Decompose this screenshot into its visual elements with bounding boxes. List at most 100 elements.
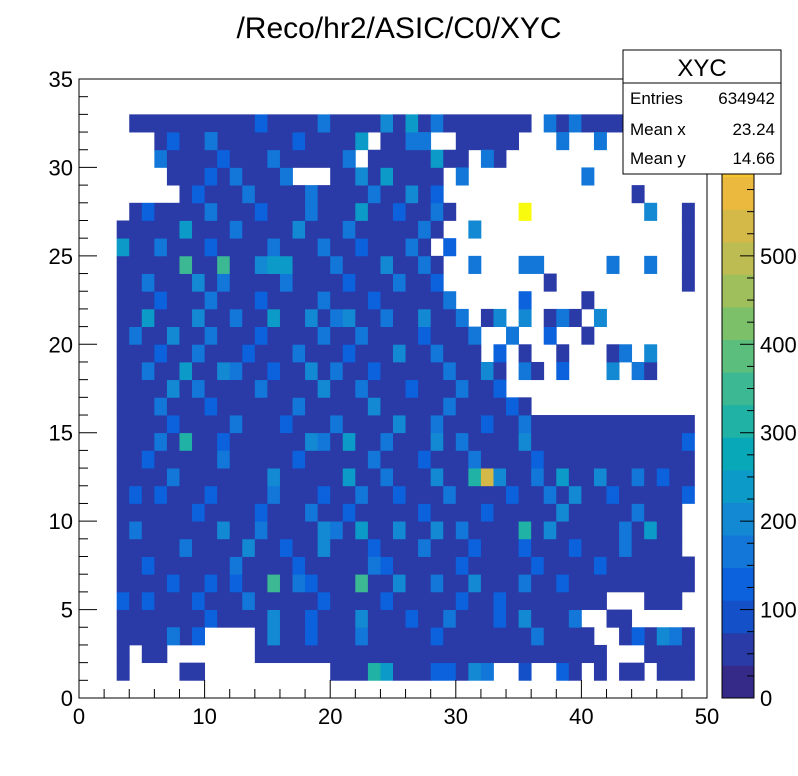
heatmap-cell [330,238,344,257]
heatmap-cell [455,609,469,628]
heatmap-cell [393,185,406,204]
heatmap-cell [468,432,482,451]
heatmap-cell [292,468,306,487]
heatmap-cell [267,114,281,133]
heatmap-cell [443,485,457,504]
x-tick-label: 20 [318,704,342,729]
heatmap-cell [217,415,231,434]
heatmap-cell [254,185,268,204]
heatmap-cell [242,556,256,575]
heatmap-cell [129,415,143,434]
heatmap-cell [455,114,469,133]
heatmap-cell [154,574,168,593]
heatmap-cell [129,538,143,557]
heatmap-cell [531,574,545,593]
heatmap-cell [443,450,457,469]
heatmap-cell [229,415,243,434]
heatmap-cell [518,114,532,133]
heatmap-cell [254,521,268,540]
heatmap-cell [468,503,482,522]
heatmap-cell [342,308,356,327]
heatmap-cell [493,503,507,522]
heatmap-cell [480,485,494,504]
ticks-layer: 0 10 20 30 40 50 0 5 10 15 20 25 30 35 [49,67,720,729]
heatmap-cell [179,450,193,469]
heatmap-cell [518,344,532,363]
heatmap-cell [543,114,557,133]
heatmap-cell [317,238,331,257]
heatmap-cell [656,468,670,487]
heatmap-cell [154,644,168,664]
heatmap-cell [418,591,432,610]
heatmap-cell [229,609,243,628]
heatmap-cell [418,273,432,292]
heatmap-cell [355,167,369,186]
heatmap-cell [493,591,507,610]
heatmap-cell [656,521,670,540]
heatmap-cell [204,255,218,274]
heatmap-cell [631,415,645,434]
heatmap-cell [380,255,394,274]
heatmap-cell [568,609,582,628]
heatmap-cell [254,415,268,434]
heatmap-cell [430,255,444,274]
heatmap-cell [317,273,331,292]
heatmap-cell [418,202,432,221]
heatmap-cell [342,202,356,221]
heatmap-cell [418,521,432,540]
heatmap-cell [418,379,432,398]
heatmap-cell [355,185,369,204]
heatmap-cell [543,503,557,522]
heatmap-cell [279,202,293,221]
heatmap-cell [468,591,482,610]
heatmap-cell [568,485,582,504]
y-tick-label: 25 [49,244,73,269]
heatmap-cell [305,556,319,575]
heatmap-cell [192,574,205,593]
heatmap-cell [367,361,381,381]
heatmap-cell [141,308,155,327]
heatmap-cell [116,521,130,540]
heatmap-cell [192,468,205,487]
heatmap-cell [192,591,205,610]
heatmap-cell [242,149,256,168]
heatmap-cell [141,238,155,257]
heatmap-cell [330,202,344,221]
heatmap-cell [619,415,633,434]
heatmap-cell [430,556,444,575]
heatmap-cell [192,273,205,292]
heatmap-cell [254,468,268,487]
heatmap-cell [468,485,482,504]
heatmap-cell [393,627,406,646]
heatmap-cell [229,132,243,151]
heatmap-cell [405,361,419,381]
heatmap-cell [192,521,205,540]
heatmap-cell [330,220,344,239]
heatmap-cell [179,503,193,522]
heatmap-cell [393,574,406,593]
heatmap-cell [242,574,256,593]
heatmap-cell [669,644,683,664]
heatmap-cell [229,326,243,345]
heatmap-cell [129,291,143,310]
heatmap-cell [305,273,319,292]
heatmap-cell [418,627,432,646]
heatmap-cell [393,450,406,469]
heatmap-cell [292,185,306,204]
heatmap-cell [644,591,658,610]
heatmap-cell [468,344,482,363]
heatmap-cell [317,538,331,557]
heatmap-cell [305,326,319,345]
heatmap-cell [166,291,180,310]
heatmap-cell [430,273,444,292]
heatmap-cell [342,538,356,557]
heatmap-cell [531,644,545,664]
heatmap-cell [317,468,331,487]
heatmap-cell [606,468,620,487]
palette-swatch [722,502,754,536]
heatmap-cell [129,574,143,593]
heatmap-cell [669,591,683,610]
stats-meanx-value: 23.24 [732,120,775,139]
heatmap-cell [593,132,607,151]
heatmap-cell [229,308,243,327]
